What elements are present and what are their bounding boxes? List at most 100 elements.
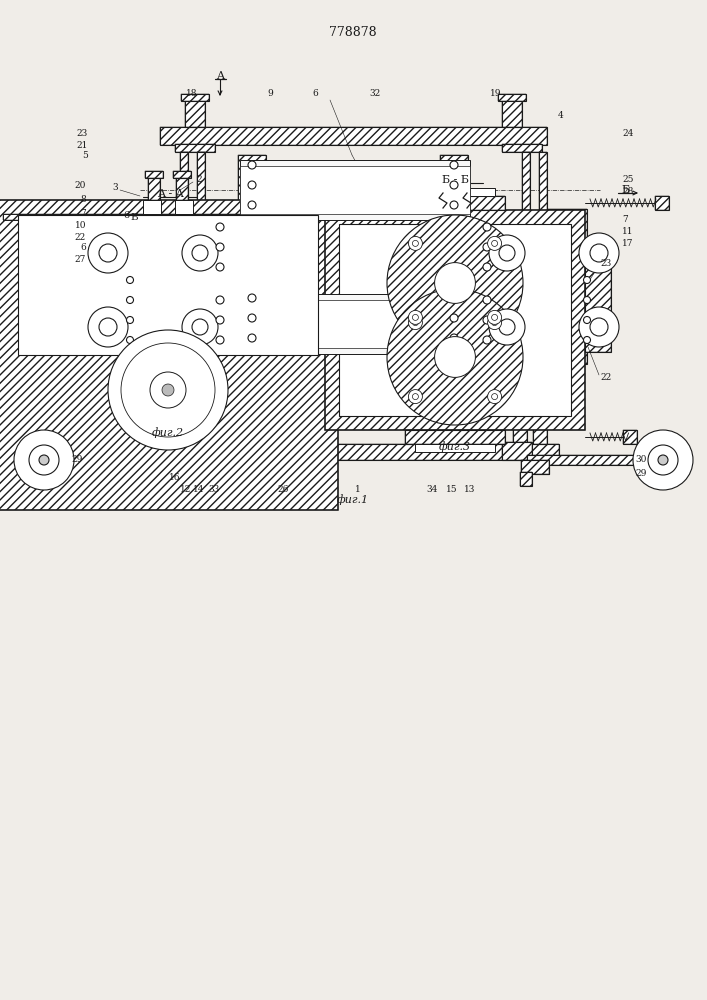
Bar <box>155 215 185 240</box>
Bar <box>440 284 468 354</box>
Circle shape <box>491 394 498 400</box>
Circle shape <box>483 263 491 271</box>
Circle shape <box>248 334 256 342</box>
Circle shape <box>216 316 224 324</box>
Circle shape <box>450 181 458 189</box>
Circle shape <box>483 336 491 344</box>
Bar <box>522 215 552 240</box>
Bar <box>238 284 266 354</box>
Circle shape <box>450 314 458 322</box>
Bar <box>467 225 547 280</box>
Circle shape <box>412 314 419 320</box>
Circle shape <box>248 314 256 322</box>
Bar <box>585 252 611 352</box>
Bar <box>180 354 194 444</box>
Circle shape <box>491 320 498 326</box>
Text: фиг.3: фиг.3 <box>439 442 471 452</box>
Bar <box>405 196 505 210</box>
Bar <box>145 171 163 178</box>
Circle shape <box>579 233 619 273</box>
Text: 22: 22 <box>75 232 86 241</box>
Circle shape <box>483 296 491 304</box>
Circle shape <box>182 309 218 345</box>
Bar <box>175 472 187 486</box>
Bar <box>0 200 338 510</box>
Circle shape <box>583 336 590 344</box>
Bar <box>238 284 266 354</box>
Circle shape <box>99 244 117 262</box>
Bar <box>50 455 180 465</box>
Bar <box>120 209 160 364</box>
Circle shape <box>248 181 256 189</box>
Circle shape <box>483 316 491 324</box>
Circle shape <box>192 245 208 261</box>
Bar <box>160 127 547 145</box>
Text: 6: 6 <box>312 89 318 98</box>
Circle shape <box>216 336 224 344</box>
Text: фиг.1: фиг.1 <box>337 495 369 505</box>
Bar <box>160 299 240 354</box>
Circle shape <box>409 236 422 250</box>
Bar <box>96 252 122 352</box>
Bar <box>173 171 191 178</box>
Bar <box>148 444 559 460</box>
Circle shape <box>658 455 668 465</box>
Bar <box>498 94 526 101</box>
Bar <box>3 214 333 220</box>
Text: 27: 27 <box>75 255 86 264</box>
Bar <box>547 209 587 364</box>
Circle shape <box>499 245 515 261</box>
Text: 17: 17 <box>622 239 633 248</box>
Circle shape <box>248 161 256 169</box>
Text: 6: 6 <box>81 243 86 252</box>
Text: 18: 18 <box>186 89 198 98</box>
Bar <box>238 155 266 225</box>
Circle shape <box>488 316 501 330</box>
Circle shape <box>248 294 256 302</box>
Circle shape <box>127 316 134 324</box>
Bar <box>148 178 160 200</box>
Bar <box>513 354 527 444</box>
Circle shape <box>633 430 693 490</box>
Text: 19: 19 <box>490 89 502 98</box>
Bar <box>175 200 193 214</box>
Bar <box>148 460 162 474</box>
Bar <box>522 152 530 360</box>
Bar <box>175 442 205 460</box>
Bar <box>200 354 214 444</box>
Bar <box>155 245 185 270</box>
Bar <box>160 225 240 280</box>
Bar <box>467 299 547 354</box>
Circle shape <box>450 161 458 169</box>
Bar <box>160 299 240 354</box>
Bar <box>502 99 522 127</box>
Circle shape <box>99 318 117 336</box>
Bar <box>535 460 549 474</box>
Bar <box>185 99 205 127</box>
Text: Б: Б <box>130 214 138 223</box>
Bar <box>176 178 188 200</box>
Text: Б - Б: Б - Б <box>441 175 469 185</box>
Bar <box>585 252 611 352</box>
Bar <box>415 444 495 452</box>
Bar <box>513 354 527 444</box>
Bar <box>160 127 547 145</box>
Text: 20: 20 <box>75 180 86 190</box>
Bar <box>527 455 657 465</box>
Bar <box>522 152 530 360</box>
Bar <box>0 200 338 510</box>
Text: 4: 4 <box>558 111 563 120</box>
Bar <box>181 94 209 101</box>
Bar <box>200 354 214 444</box>
Bar <box>120 209 160 364</box>
Circle shape <box>39 455 49 465</box>
Bar <box>176 178 188 200</box>
Circle shape <box>127 336 134 344</box>
Bar <box>155 215 185 240</box>
Text: 7: 7 <box>81 210 86 219</box>
Circle shape <box>489 309 525 345</box>
Bar <box>18 215 318 355</box>
Circle shape <box>648 445 678 475</box>
Bar <box>467 225 547 280</box>
Text: 12: 12 <box>180 486 192 494</box>
